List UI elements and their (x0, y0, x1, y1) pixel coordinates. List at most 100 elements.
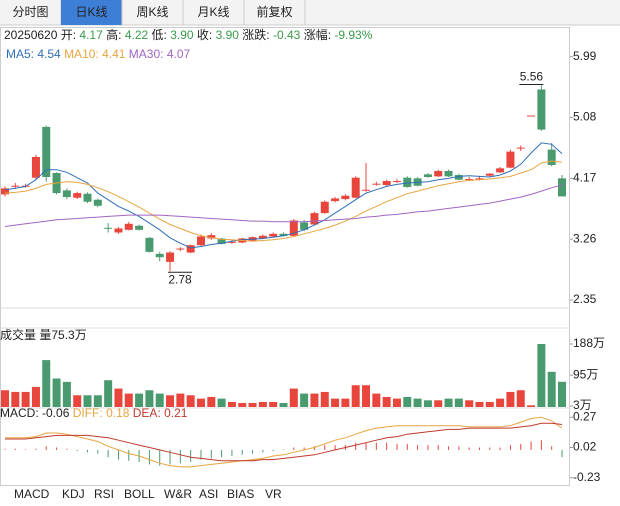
y-tick-label: 0.27 (573, 409, 597, 423)
ma-line (4, 160, 563, 242)
volume-bar (176, 393, 185, 407)
candle-body (527, 115, 536, 117)
indicator-tab[interactable]: W&R (164, 487, 192, 501)
candle-body (537, 89, 546, 130)
candle-body (372, 183, 381, 185)
candle-body (155, 253, 164, 258)
indicator-tab[interactable]: KDJ (62, 487, 85, 501)
volume-legend: 成交量 量75.3万 (0, 327, 87, 342)
volume-bar (434, 400, 443, 407)
volume-current: 量75.3万 (39, 328, 86, 342)
y-tick-label: -0.23 (573, 470, 601, 484)
volume-bar (351, 385, 360, 407)
indicator-tab[interactable]: BOLL (124, 487, 155, 501)
volume-bar (73, 395, 82, 407)
indicator-tab[interactable]: BIAS (227, 487, 254, 501)
candle-body (258, 235, 267, 239)
volume-bar (527, 405, 536, 407)
volume-bar (300, 393, 309, 407)
volume-bar (227, 401, 236, 407)
volume-bar (207, 396, 216, 407)
macd-series-name: DIFF: (73, 406, 103, 420)
candle-body (279, 233, 288, 236)
y-tick-label: 95万 (573, 367, 598, 381)
tab-active-bg (61, 0, 122, 25)
field-label: 高: (106, 27, 121, 42)
indicator-tab[interactable]: MACD (14, 487, 50, 501)
candle-body (186, 245, 195, 253)
volume-bar (269, 401, 278, 407)
tab[interactable]: 前复权 (256, 4, 292, 19)
volume-bar (196, 398, 205, 407)
volume-bar (186, 395, 195, 407)
candle-body (114, 228, 123, 233)
candle-body (93, 199, 102, 206)
candle-body (434, 171, 443, 177)
volume-bar (403, 396, 412, 407)
candle-body (403, 177, 412, 188)
y-tick-label: 0.02 (573, 440, 597, 454)
macd-value: -0.06 (42, 406, 70, 420)
candle-body (362, 189, 371, 191)
candle-body (62, 190, 71, 198)
macd-series-name: DEA: (133, 406, 161, 420)
volume-bar (93, 395, 102, 407)
volume-bar (444, 398, 453, 407)
field-value: 4.17 (79, 28, 103, 42)
ma-line (4, 142, 563, 249)
content: 分时图 日K线 周K线 月K线 前复权 20250620 开: 4.17 高: 4.22 … (0, 0, 605, 501)
volume-bar (166, 395, 175, 407)
indicator-tab[interactable]: ASI (199, 487, 218, 501)
tab[interactable]: 分时图 (12, 5, 48, 19)
tab[interactable]: 周K线 (136, 5, 168, 19)
field-value: 3.90 (216, 28, 240, 42)
candle-body (454, 175, 463, 180)
volume-bar (21, 391, 30, 407)
volume-bar (258, 401, 267, 407)
y-tick-label: 3.26 (573, 231, 597, 245)
high-label: 5.56 (520, 70, 544, 84)
ma-name: MA10: (64, 47, 99, 61)
date: 20250620 (4, 28, 58, 42)
indicator-tab[interactable]: VR (265, 487, 282, 501)
volume-bar (475, 401, 484, 407)
candle-body (485, 173, 494, 176)
volume-bar (331, 398, 340, 407)
candle-body (547, 149, 556, 165)
ma-value: 4.07 (167, 47, 191, 61)
volume-bar (320, 391, 329, 407)
candle-body (465, 179, 474, 181)
y-tick-label: 3万 (573, 398, 592, 412)
candle-body (135, 225, 144, 230)
candle-body (506, 151, 515, 168)
volume-bar (155, 393, 164, 407)
volume-bar (11, 391, 20, 407)
volume-bar (1, 390, 9, 407)
candle-body (496, 168, 505, 173)
ma-value: 4.54 (37, 47, 61, 61)
candle-body (269, 233, 278, 237)
volume-bar (516, 390, 525, 407)
candle-body (83, 193, 92, 202)
candle-body (207, 235, 216, 239)
tab[interactable]: 月K线 (197, 5, 229, 19)
tab[interactable]: 日K线 (75, 5, 107, 19)
volume-bar (382, 396, 391, 407)
volume-bar (413, 398, 422, 407)
chart-frame (0, 27, 570, 486)
y-tick-label: 5.99 (573, 49, 597, 63)
indicator-tab[interactable]: RSI (94, 487, 114, 501)
y-tick-label: 4.17 (573, 171, 597, 185)
volume-bar (238, 402, 247, 407)
field-label: 涨跌: (242, 27, 269, 42)
candle-body (217, 238, 226, 244)
volume-bar (496, 398, 505, 407)
candle-body (73, 193, 82, 198)
candle-body (42, 126, 51, 178)
ma-name: MA5: (6, 47, 34, 61)
candle-body (124, 223, 133, 230)
volume-bar (62, 381, 71, 407)
candle-body (351, 177, 360, 198)
macd-line (5, 422, 563, 462)
field-label: 收: (197, 28, 212, 42)
